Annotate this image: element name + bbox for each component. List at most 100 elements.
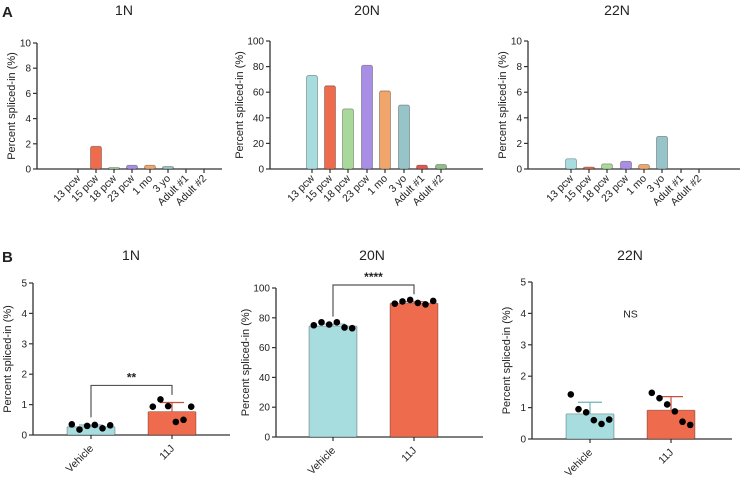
significance-label: **** [364, 270, 383, 284]
y-tick-label: 100 [247, 37, 264, 48]
y-axis-label: Percent spliced-in (%) [501, 307, 513, 415]
y-axis-label: Percent spliced-in (%) [2, 305, 14, 413]
y-tick-label: 0 [516, 165, 522, 176]
bar-3-yo [398, 104, 410, 170]
y-tick-label: 1 [520, 403, 526, 414]
data-point [325, 321, 333, 328]
chart-title: 1N [115, 2, 133, 18]
y-tick-label: 4 [520, 309, 526, 320]
data-point [582, 409, 590, 416]
y-tick-label: 8 [25, 64, 31, 75]
data-point [106, 421, 114, 429]
bar-1-mo [638, 164, 650, 170]
y-axis-label: Percent spliced-in (%) [234, 51, 246, 159]
data-point [663, 401, 671, 408]
y-tick-label: 0 [520, 435, 526, 446]
bar-15-pcw [583, 166, 595, 170]
y-tick-label: 60 [253, 88, 265, 99]
data-point [575, 405, 582, 413]
data-point [429, 297, 437, 305]
significance-label: ** [127, 370, 137, 384]
data-point [605, 416, 613, 423]
y-tick-label: 4 [516, 113, 522, 124]
bar-18-pcw [601, 163, 613, 170]
bar-18-pcw [342, 108, 354, 170]
data-point [91, 421, 99, 429]
y-axis-label: Percent spliced-in (%) [497, 51, 509, 159]
bar-13-pcw [565, 158, 577, 170]
data-point [686, 421, 694, 429]
bar-13-pcw [306, 75, 318, 170]
y-tick-label: 80 [259, 313, 271, 324]
y-tick-label: 5 [21, 279, 27, 290]
bar-15-pcw [324, 85, 336, 170]
x-tick-label: 11J [157, 443, 177, 463]
bar-3-yo [656, 135, 668, 170]
bar-18-pcw [108, 167, 120, 170]
y-tick-label: 2 [516, 139, 522, 150]
data-point [83, 422, 91, 430]
bar-23-pcw [126, 164, 138, 170]
bar-23-pcw [620, 160, 632, 170]
data-point [149, 403, 157, 411]
y-tick-label: 4 [21, 309, 27, 320]
y-tick-label: 40 [259, 373, 271, 384]
chart-title: 20N [359, 247, 385, 263]
data-point [172, 418, 180, 426]
y-tick-label: 2 [520, 372, 526, 383]
x-tick-label: 1 mo [365, 173, 390, 198]
data-point [414, 299, 422, 307]
data-point [164, 402, 172, 410]
y-tick-label: 2 [21, 370, 27, 381]
bar-15-pcw [90, 145, 102, 170]
data-point [310, 321, 318, 329]
data-point [341, 324, 348, 331]
y-tick-label: 80 [253, 62, 265, 73]
y-tick-label: 8 [516, 62, 522, 73]
y-tick-label: 100 [253, 284, 270, 295]
y-tick-label: 2 [25, 139, 31, 150]
bar-11j [147, 411, 197, 436]
y-tick-label: 40 [253, 113, 265, 124]
y-tick-label: 4 [25, 114, 31, 125]
x-tick-label: Vehicle [563, 447, 596, 480]
chart-title: 20N [354, 2, 380, 18]
data-point [68, 421, 76, 428]
bar-1-mo [379, 90, 391, 170]
data-point [76, 426, 83, 433]
chart-title: 22N [617, 247, 643, 263]
y-tick-label: 0 [25, 165, 31, 176]
data-point [348, 324, 356, 332]
y-tick-label: 60 [259, 343, 271, 354]
y-tick-label: 6 [25, 89, 31, 100]
x-tick-label: 11J [399, 445, 419, 465]
chart-b-1n: 1N Percent spliced-in (%) 0 1 2 3 4 5 Vehicle 11J… [2, 247, 230, 475]
bar-1-mo [144, 164, 156, 170]
y-tick-label: 5 [520, 278, 526, 289]
data-point [391, 300, 399, 307]
data-point [422, 301, 429, 308]
data-point [406, 296, 414, 304]
chart-title: 1N [122, 247, 140, 263]
y-tick-label: 3 [21, 339, 27, 350]
chart-b-22n: 22N Percent spliced-in (%) 0 1 2 3 4 5 Vehicle 11… [501, 247, 732, 479]
data-point [656, 394, 663, 402]
y-tick-label: 20 [259, 403, 271, 414]
y-tick-label: 1 [21, 400, 27, 411]
data-point [333, 318, 341, 326]
bar-23-pcw [361, 64, 373, 170]
y-tick-label: 3 [520, 340, 526, 351]
significance-bracket [90, 384, 173, 418]
data-point [180, 416, 187, 424]
data-point [567, 391, 575, 398]
x-tick-label: Vehicle [64, 443, 97, 476]
y-tick-label: 20 [253, 139, 265, 150]
y-axis-label: Percent spliced-in (%) [240, 309, 252, 417]
y-tick-label: 10 [511, 37, 523, 48]
data-point [399, 298, 406, 305]
bar-vehicle [308, 325, 358, 438]
data-point [598, 420, 605, 428]
data-point [99, 425, 106, 432]
